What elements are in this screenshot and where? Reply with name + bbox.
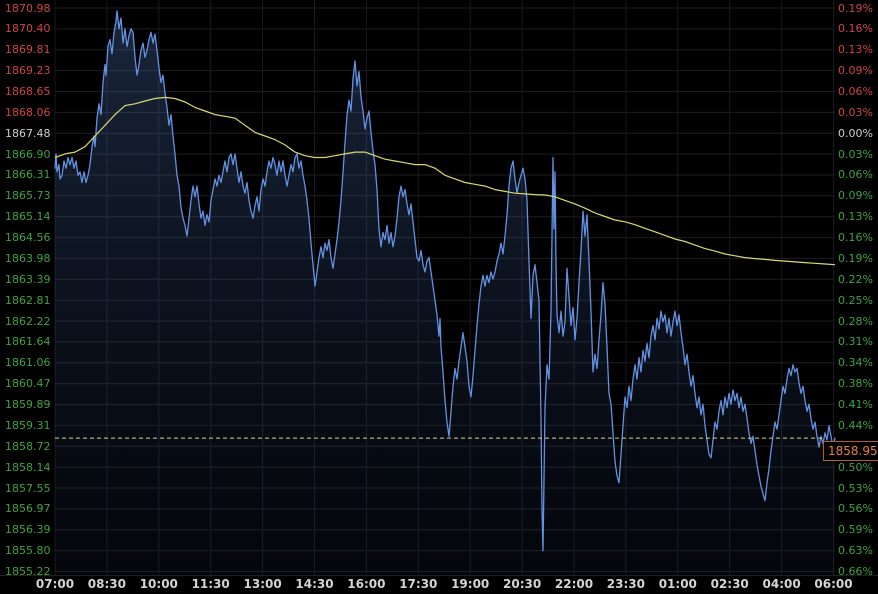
price-axis-label: 1864.56	[5, 231, 51, 245]
percent-axis-label: 0.16%	[838, 231, 873, 245]
time-label: 06:00	[814, 577, 853, 591]
time-label: 01:00	[658, 577, 697, 591]
price-axis-label: 1859.31	[5, 418, 51, 432]
time-label: 19:00	[451, 577, 490, 591]
time-label: 11:30	[191, 577, 230, 591]
last-price-box: 1858.95	[823, 441, 878, 461]
time-label: 23:30	[606, 577, 645, 591]
percent-axis-label: 0.09%	[838, 64, 873, 78]
percent-axis-label: 0.63%	[838, 544, 873, 558]
price-axis-label: 1870.40	[5, 22, 51, 36]
percent-axis-label: 0.13%	[838, 43, 873, 57]
price-axis-label: 1858.14	[5, 460, 51, 474]
price-axis-label: 1858.72	[5, 439, 51, 453]
percent-axis-label: 0.66%	[838, 565, 873, 578]
price-axis-label: 1856.39	[5, 523, 51, 537]
percent-axis-label: 0.06%	[838, 84, 873, 98]
price-axis-label: 1869.23	[5, 64, 51, 78]
percent-axis-label: 0.34%	[838, 356, 873, 370]
price-axis-label: 1867.48	[5, 126, 51, 140]
percent-axis-label: 0.13%	[838, 210, 873, 224]
price-axis-label: 1865.14	[5, 210, 51, 224]
percent-axis-label: 0.41%	[838, 398, 873, 412]
price-axis-label: 1855.22	[5, 565, 51, 578]
price-axis-label: 1870.98	[5, 1, 51, 15]
price-axis-label: 1861.06	[5, 356, 51, 370]
time-label: 14:30	[295, 577, 334, 591]
price-axis-label: 1868.06	[5, 105, 51, 119]
price-axis-label: 1863.39	[5, 272, 51, 286]
price-axis-label: 1869.81	[5, 43, 51, 57]
price-axis-label: 1862.81	[5, 293, 51, 307]
percent-axis-label: 0.44%	[838, 418, 873, 432]
percent-axis-label: 0.31%	[838, 335, 873, 349]
percent-axis-label: 0.19%	[838, 1, 873, 15]
time-label: 02:30	[710, 577, 749, 591]
percent-axis-label: 0.28%	[838, 314, 873, 328]
time-label: 20:30	[502, 577, 542, 591]
price-axis-label: 1859.89	[5, 398, 51, 412]
percent-axis-label: 0.00%	[838, 126, 873, 140]
time-axis	[0, 575, 878, 594]
price-axis-label: 1861.64	[5, 335, 51, 349]
time-label: 07:00	[35, 577, 75, 591]
price-axis-label: 1855.80	[5, 544, 51, 558]
time-label: 17:30	[399, 577, 438, 591]
percent-axis-label: 0.09%	[838, 189, 873, 203]
moving-average-line	[54, 96, 836, 266]
time-label: 13:00	[243, 577, 282, 591]
percent-axis-label: 0.50%	[838, 460, 873, 474]
percent-axis-label: 0.03%	[838, 147, 873, 161]
price-axis-label: 1868.65	[5, 84, 51, 98]
percent-axis-label: 0.56%	[838, 502, 873, 516]
time-label: 08:30	[87, 577, 126, 591]
price-axis-label: 1865.73	[5, 189, 51, 203]
percent-axis-label: 0.53%	[838, 481, 873, 495]
price-line	[54, 10, 836, 552]
percent-axis-label: 0.59%	[838, 523, 873, 537]
price-axis-label: 1857.55	[5, 481, 51, 495]
price-axis-label: 1862.22	[5, 314, 51, 328]
percent-axis-label: 0.06%	[838, 168, 873, 182]
percent-axis-label: 0.19%	[838, 251, 873, 265]
time-label: 10:00	[139, 577, 178, 591]
percent-axis-label: 0.22%	[838, 272, 873, 286]
time-label: 16:00	[347, 577, 386, 591]
price-axis-label: 1856.97	[5, 502, 51, 516]
price-axis-label: 1866.90	[5, 147, 51, 161]
price-axis-label: 1860.47	[5, 377, 51, 391]
price-axis-label: 1863.98	[5, 251, 51, 265]
percent-axis-label: 0.38%	[838, 377, 873, 391]
percent-axis-label: 0.25%	[838, 293, 873, 307]
percent-axis-label: 0.03%	[838, 105, 873, 119]
time-label: 22:00	[554, 577, 594, 591]
area-fill	[55, 10, 835, 575]
price-axis-label: 1866.31	[5, 168, 51, 182]
percent-axis-label: 0.16%	[838, 22, 873, 36]
time-label: 04:00	[762, 577, 801, 591]
